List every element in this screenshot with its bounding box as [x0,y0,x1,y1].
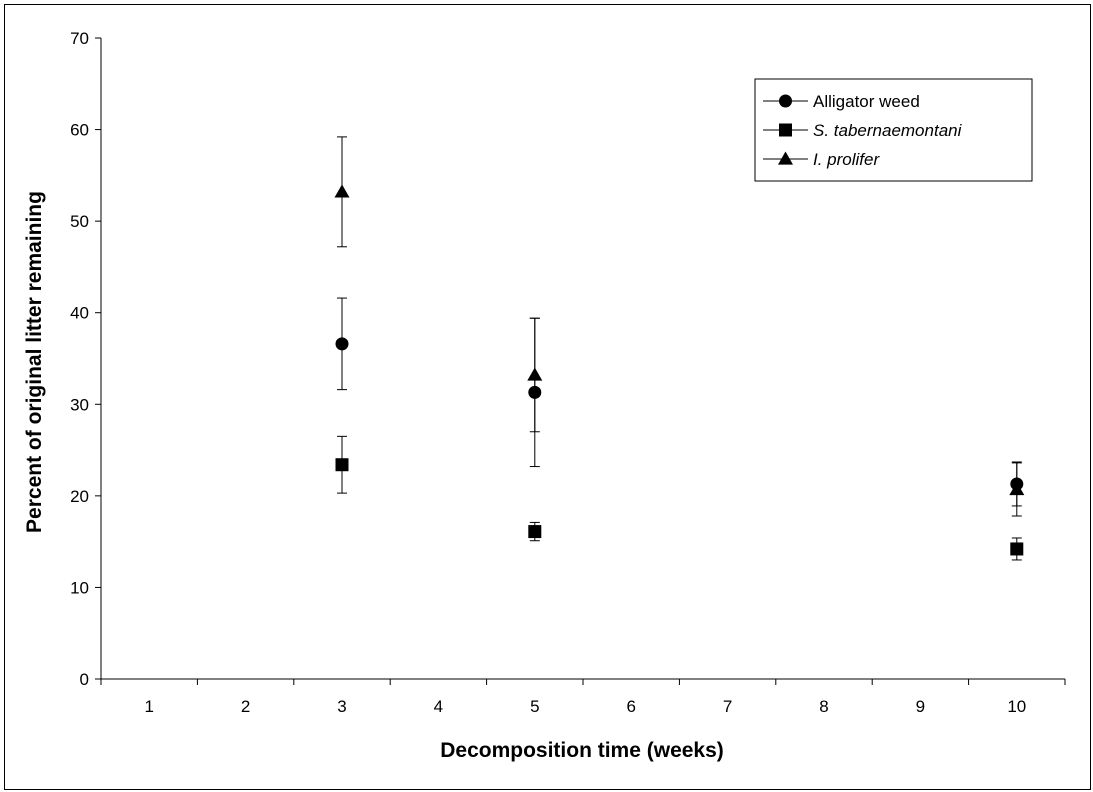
data-point [335,337,349,351]
y-tick-label: 40 [70,304,89,323]
legend-marker-circle [779,94,792,108]
data-point [1010,542,1024,556]
data-point [335,458,349,472]
x-tick-label: 9 [916,697,925,716]
legend-label: Alligator weed [813,92,920,111]
x-tick-label: 2 [241,697,250,716]
x-tick-label: 4 [434,697,443,716]
data-point [334,184,350,198]
data-point [1009,481,1025,496]
legend: Alligator weed S. tabernaemontani I. proli… [754,78,1033,182]
x-tick-label: 3 [337,697,346,716]
legend-label: I. prolifer [813,150,880,169]
axes: 0 10 20 30 40 50 60 70 1 2 3 4 5 6 7 8 9 10 [70,29,1066,716]
legend-label: S. tabernaemontani [813,121,963,140]
legend-marker-square [779,123,792,137]
x-tick-label: 7 [723,697,732,716]
x-tick-label: 1 [144,697,153,716]
series-square [335,435,1024,561]
y-tick-label: 30 [70,395,89,414]
x-tick-label: 10 [1007,697,1026,716]
chart-marks [334,136,1025,561]
y-tick-label: 10 [70,578,89,597]
x-tick-label: 5 [530,697,539,716]
y-tick-label: 20 [70,487,89,506]
y-tick-label: 0 [80,670,89,689]
y-tick-label: 50 [70,212,89,231]
series-triangle [334,136,1025,517]
series-circle [335,297,1024,507]
data-point [527,367,543,381]
data-point [528,525,542,539]
y-tick-label: 60 [70,121,89,140]
x-tick-label: 6 [626,697,635,716]
y-axis-title: Percent of original litter remaining [23,191,46,533]
x-tick-label: 8 [819,697,828,716]
y-tick-label: 70 [70,29,89,48]
legend-marker-triangle [778,151,793,165]
x-axis-title: Decomposition time (weeks) [440,739,724,762]
